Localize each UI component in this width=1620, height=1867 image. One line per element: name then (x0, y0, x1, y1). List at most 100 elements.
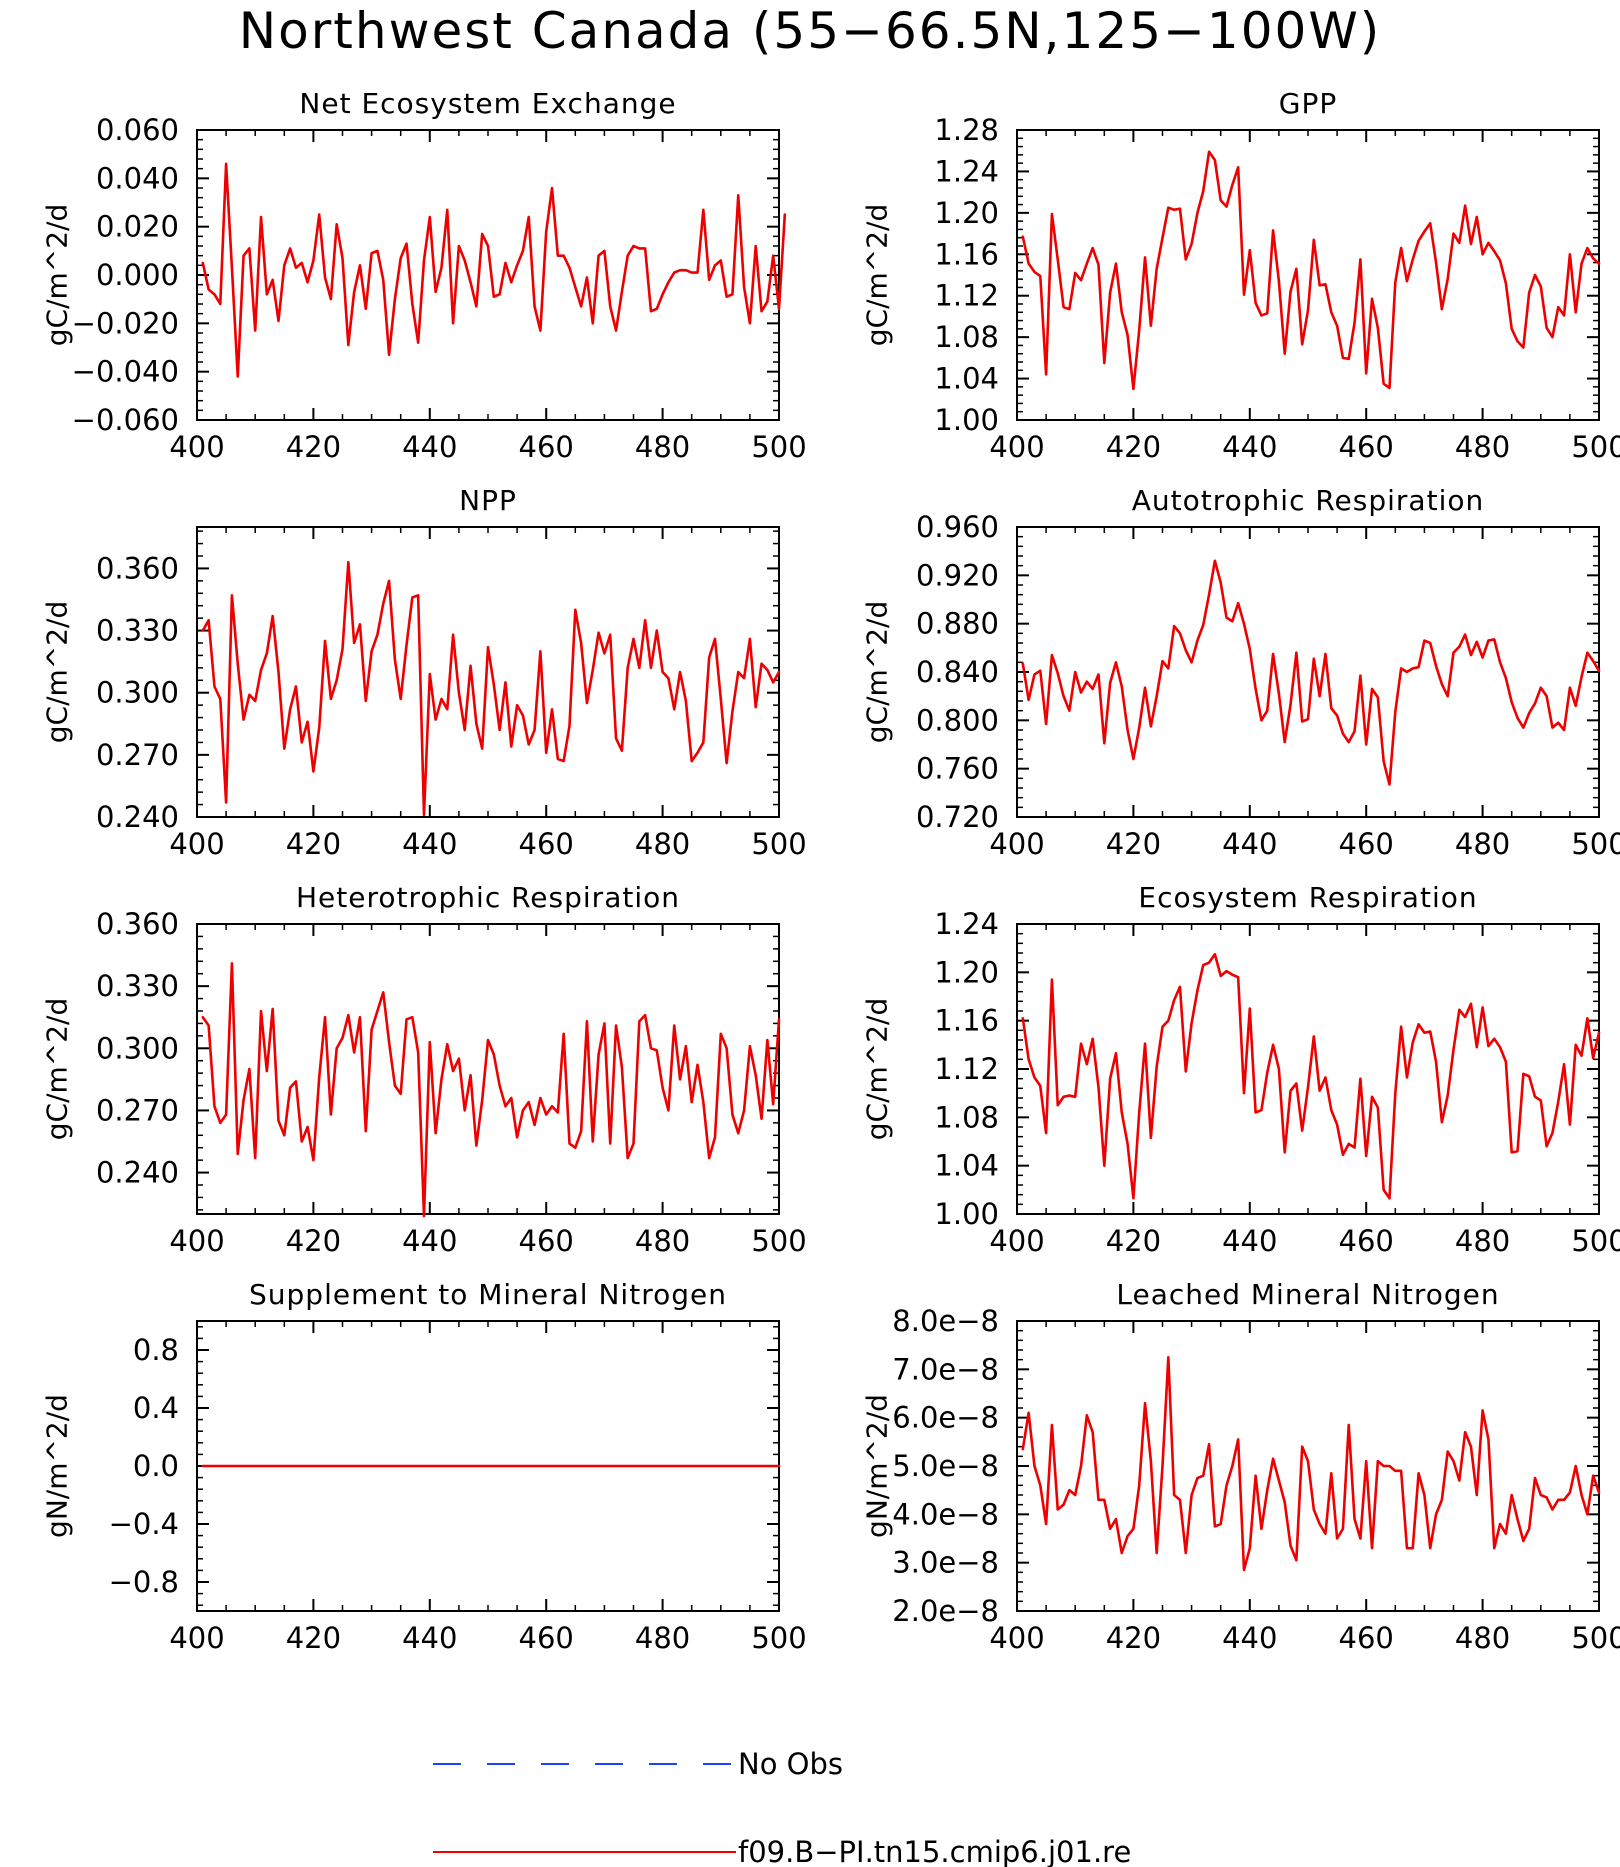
chart-panel-1: GPP gC/m^2/d 400 420 440 460 480 500 1.00 1.04 1.0… (861, 87, 1620, 464)
panel-title: NPP (459, 484, 517, 517)
y-tick-label: 0.720 (916, 800, 999, 834)
y-tick-label: −0.040 (72, 355, 179, 389)
y-tick-label: 1.12 (934, 1052, 999, 1086)
x-tick-label: 420 (1106, 1621, 1161, 1655)
y-tick-label: 0.4 (133, 1391, 179, 1425)
y-tick-label: 0.800 (916, 703, 999, 737)
y-tick-label: 0.760 (916, 752, 999, 786)
y-tick-label: 0.920 (916, 558, 999, 592)
plot-frame (1016, 526, 1600, 818)
figure-title: Northwest Canada (55−66.5N,125−100W) (239, 2, 1382, 60)
y-tick-label: 1.12 (934, 279, 999, 313)
y-tick-label: 0.360 (96, 551, 179, 585)
y-tick-label: 0.840 (916, 655, 999, 689)
x-tick-label: 440 (402, 430, 457, 464)
series-line (201, 560, 781, 817)
series-line (1021, 952, 1601, 1200)
x-tick-label: 420 (286, 1224, 341, 1258)
panel-title: Supplement to Mineral Nitrogen (249, 1278, 727, 1311)
y-tick-label: 0.270 (96, 738, 179, 772)
y-tick-label: 1.28 (934, 113, 999, 147)
y-tick-label: 1.16 (934, 237, 999, 271)
y-tick-label: 0.880 (916, 607, 999, 641)
x-tick-label: 460 (1339, 430, 1394, 464)
x-tick-label: 480 (635, 1224, 690, 1258)
x-tick-label: 500 (751, 1224, 806, 1258)
y-tick-label: 0.240 (96, 800, 179, 834)
y-tick-label: 1.24 (934, 907, 999, 941)
y-tick-label: 0.040 (96, 161, 179, 195)
y-tick-label: −0.020 (72, 306, 179, 340)
x-tick-label: 400 (169, 1224, 224, 1258)
y-tick-label: −0.4 (109, 1507, 179, 1541)
x-tick-label: 400 (989, 1224, 1044, 1258)
x-tick-label: 500 (751, 430, 806, 464)
plot-frame (1016, 129, 1600, 421)
y-tick-label: 0.360 (96, 907, 179, 941)
x-tick-label: 500 (1571, 1224, 1620, 1258)
y-tick-label: 1.04 (934, 362, 999, 396)
y-tick-label: 2.0e−8 (892, 1594, 999, 1628)
chart-panel-5: Ecosystem Respiration gC/m^2/d 400 420 440 46… (861, 881, 1620, 1258)
y-axis-label: gC/m^2/d (41, 998, 74, 1141)
y-axis-label: gC/m^2/d (41, 204, 74, 347)
panel-title: GPP (1279, 87, 1337, 120)
y-tick-label: 0.0 (133, 1449, 179, 1483)
series-line (201, 962, 781, 1218)
x-tick-label: 500 (751, 827, 806, 861)
y-tick-label: 0.000 (96, 258, 179, 292)
x-tick-label: 500 (751, 1621, 806, 1655)
x-tick-label: 420 (1106, 430, 1161, 464)
y-axis-label: gN/m^2/d (41, 1394, 74, 1538)
chart-panel-6: Supplement to Mineral Nitrogen gN/m^2/d 40… (41, 1278, 807, 1655)
x-tick-label: 460 (1339, 1621, 1394, 1655)
x-tick-label: 440 (402, 1621, 457, 1655)
panel-title: Leached Mineral Nitrogen (1116, 1278, 1499, 1311)
y-tick-label: −0.8 (109, 1565, 179, 1599)
x-tick-label: 480 (1455, 430, 1510, 464)
plot-frame (196, 526, 780, 818)
y-tick-label: 0.300 (96, 1031, 179, 1065)
y-tick-label: 7.0e−8 (892, 1352, 999, 1386)
y-tick-label: 1.04 (934, 1149, 999, 1183)
x-tick-label: 440 (1222, 430, 1277, 464)
y-axis-label: gC/m^2/d (861, 998, 894, 1141)
x-tick-label: 460 (519, 1621, 574, 1655)
legend: No Obs f09.B−PI.tn15.cmip6.j01.re (433, 1747, 1131, 1867)
x-tick-label: 480 (1455, 1224, 1510, 1258)
x-tick-label: 460 (1339, 827, 1394, 861)
x-tick-label: 440 (1222, 1621, 1277, 1655)
x-tick-label: 420 (286, 1621, 341, 1655)
panel-title: Net Ecosystem Exchange (299, 87, 676, 120)
x-tick-label: 480 (635, 430, 690, 464)
y-tick-label: 1.00 (934, 403, 999, 437)
series-line (1021, 150, 1601, 391)
x-tick-label: 460 (519, 430, 574, 464)
y-tick-label: 0.330 (96, 969, 179, 1003)
legend-label-model: f09.B−PI.tn15.cmip6.j01.re (738, 1835, 1131, 1867)
x-tick-label: 420 (286, 430, 341, 464)
panel-title: Heterotrophic Respiration (296, 881, 680, 914)
x-tick-label: 460 (1339, 1224, 1394, 1258)
x-tick-label: 440 (402, 1224, 457, 1258)
plot-frame (196, 923, 780, 1215)
y-tick-label: 0.020 (96, 210, 179, 244)
y-tick-label: 0.960 (916, 510, 999, 544)
chart-panel-4: Heterotrophic Respiration gC/m^2/d 400 420 4… (41, 881, 807, 1258)
chart-panel-3: Autotrophic Respiration gC/m^2/d 400 420 440… (861, 484, 1620, 861)
y-tick-label: 3.0e−8 (892, 1546, 999, 1580)
y-tick-label: 4.0e−8 (892, 1497, 999, 1531)
y-tick-label: 0.330 (96, 614, 179, 648)
y-tick-label: 5.0e−8 (892, 1449, 999, 1483)
chart-panels: Net Ecosystem Exchange gC/m^2/d 400 420 440 4… (41, 87, 1620, 1655)
y-tick-label: 1.24 (934, 154, 999, 188)
y-tick-label: 1.00 (934, 1197, 999, 1231)
x-tick-label: 480 (1455, 827, 1510, 861)
x-tick-label: 480 (1455, 1621, 1510, 1655)
x-tick-label: 460 (519, 827, 574, 861)
x-tick-label: 500 (1571, 430, 1620, 464)
x-tick-label: 400 (169, 430, 224, 464)
x-tick-label: 480 (635, 827, 690, 861)
x-tick-label: 500 (1571, 827, 1620, 861)
x-tick-label: 440 (402, 827, 457, 861)
